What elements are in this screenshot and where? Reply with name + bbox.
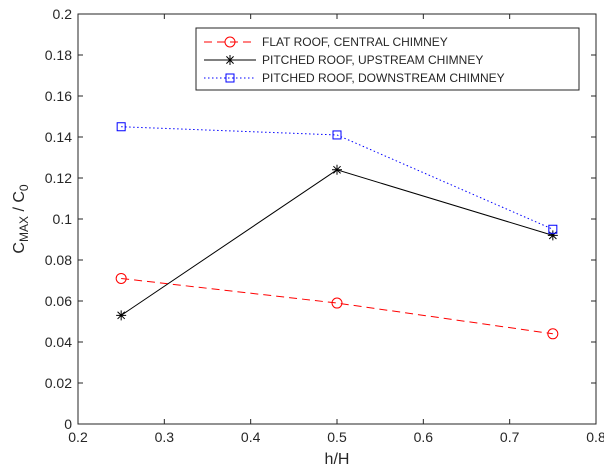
- legend-box: [195, 27, 580, 91]
- x-tick-label: 0.2: [68, 429, 88, 445]
- legend-label: FLAT ROOF, CENTRAL CHIMNEY: [262, 35, 448, 49]
- data-point: [332, 164, 342, 175]
- legend: FLAT ROOF, CENTRAL CHIMNEY PITCHED ROOF, …: [195, 27, 580, 91]
- x-tick-label: 0.8: [586, 429, 604, 445]
- y-tick-label: 0.14: [45, 129, 72, 145]
- legend-label: PITCHED ROOF, UPSTREAM CHIMNEY: [262, 53, 483, 67]
- y-axis: 0 0.02 0.04 0.06 0.08 0.1 0.12 0.14 0.16 0.18 0.2: [45, 6, 596, 432]
- legend-item: FLAT ROOF, CENTRAL CHIMNEY: [204, 35, 448, 49]
- legend-item: PITCHED ROOF, DOWNSTREAM CHIMNEY: [204, 71, 505, 85]
- x-axis: 0.2 0.3 0.4 0.5 0.6 0.7 0.8: [68, 14, 604, 445]
- plot-frame: [77, 13, 597, 425]
- data-point: [116, 310, 127, 321]
- legend-item: PITCHED ROOF, UPSTREAM CHIMNEY: [204, 53, 483, 67]
- x-tick-label: 0.3: [155, 429, 175, 445]
- y-axis-title: CMAX / C0: [11, 184, 31, 253]
- x-tick-label: 0.6: [414, 429, 434, 445]
- legend-marker: [225, 55, 235, 65]
- data-point: [547, 230, 558, 241]
- y-axis-title-sub2: 0: [17, 184, 31, 191]
- y-tick-label: 0.1: [53, 211, 73, 227]
- legend-label: PITCHED ROOF, DOWNSTREAM CHIMNEY: [262, 71, 505, 85]
- y-axis-title-main: C: [11, 242, 28, 254]
- x-tick-label: 0.4: [241, 429, 261, 445]
- y-tick-label: 0.12: [45, 170, 72, 186]
- series-3: [116, 122, 558, 234]
- data-point: [331, 297, 343, 309]
- data-point: [332, 130, 342, 140]
- y-tick-label: 0.16: [45, 88, 72, 104]
- series-line: [121, 277, 553, 335]
- y-tick-label: 0.2: [53, 6, 73, 22]
- x-tick-label: 0.7: [500, 429, 520, 445]
- legend-marker: [224, 36, 236, 48]
- x-axis-title: h/H: [325, 451, 350, 468]
- legend-marker: [225, 73, 235, 83]
- y-tick-label: 0.04: [45, 334, 72, 350]
- data-point: [115, 272, 127, 284]
- y-tick-label: 0.18: [45, 47, 72, 63]
- series-line: [121, 126, 554, 230]
- x-tick-label: 0.5: [327, 429, 347, 445]
- series-layer: [115, 122, 559, 340]
- series-2: [116, 164, 558, 321]
- series-1: [115, 272, 559, 340]
- y-tick-label: 0: [64, 416, 72, 432]
- data-point: [548, 224, 558, 234]
- y-tick-label: 0.02: [45, 375, 72, 391]
- y-axis-title-sep: / C: [11, 191, 28, 216]
- y-tick-label: 0.08: [45, 252, 72, 268]
- y-axis-title-sub1: MAX: [17, 216, 31, 242]
- data-point: [547, 328, 559, 340]
- y-tick-label: 0.06: [45, 293, 72, 309]
- data-point: [116, 122, 126, 132]
